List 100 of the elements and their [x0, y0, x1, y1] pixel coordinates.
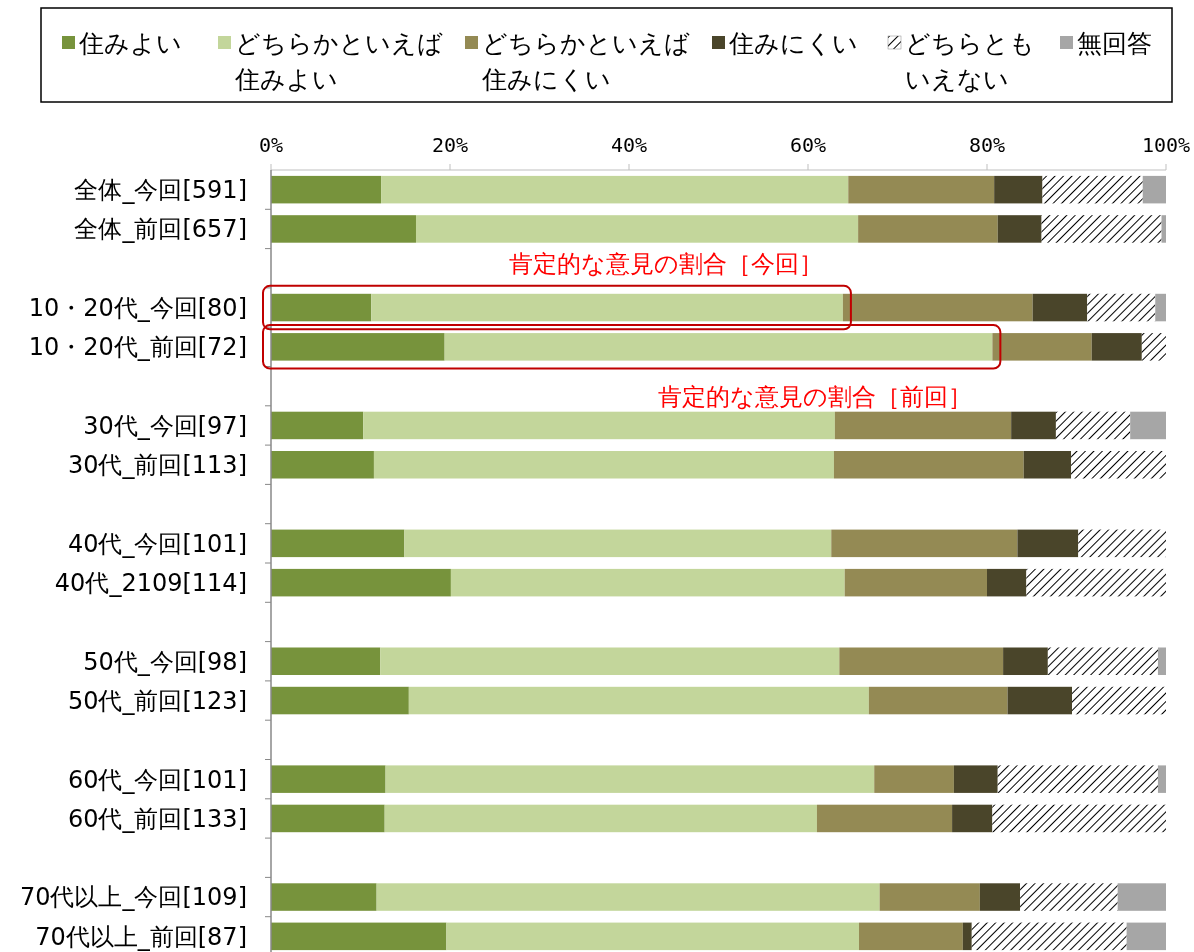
legend-label: どちらともいえない — [905, 29, 1035, 94]
bar — [831, 529, 1018, 558]
bar — [271, 883, 377, 911]
bar — [1020, 883, 1118, 911]
bar — [446, 922, 860, 951]
y-tick-label: 30代_前回[113] — [67, 451, 247, 480]
bar — [271, 293, 372, 322]
bar — [874, 765, 954, 793]
bar — [271, 215, 416, 243]
x-tick-label: 80% — [968, 133, 1006, 157]
bar — [1087, 293, 1156, 322]
bar — [1142, 175, 1166, 204]
y-tick-label: 全体_今回[591] — [74, 176, 247, 205]
bar — [1071, 451, 1166, 479]
bar — [992, 804, 1166, 833]
y-tick-label: 10・20代_今回[80] — [28, 293, 247, 322]
bar — [271, 686, 409, 715]
bar — [1157, 765, 1166, 793]
bar — [271, 529, 405, 558]
bar — [842, 293, 1033, 322]
bar — [816, 804, 953, 833]
bar — [1157, 647, 1166, 676]
bar — [271, 568, 451, 597]
bar — [1055, 411, 1131, 440]
bar — [271, 451, 374, 479]
y-tick-label: 70代以上_前回[87] — [35, 922, 247, 951]
x-tick-label: 0% — [258, 133, 284, 157]
bar — [833, 451, 1024, 479]
y-tick-label: 全体_前回[657] — [74, 215, 247, 244]
bar — [408, 686, 869, 715]
legend-label: 無回答 — [1077, 29, 1152, 58]
bar — [987, 568, 1027, 597]
bar — [953, 765, 998, 793]
y-tick-label: 50代_今回[98] — [83, 647, 247, 676]
bar — [1041, 215, 1162, 243]
x-tick-label: 60% — [789, 133, 827, 157]
x-tick-label: 40% — [610, 133, 648, 157]
bar — [271, 175, 382, 204]
bar — [373, 451, 834, 479]
bar — [1078, 529, 1166, 558]
bar — [848, 175, 995, 204]
legend-label: どちらかといえば住みにくい — [481, 29, 690, 94]
y-tick-label: 40代_2109[114] — [54, 569, 247, 598]
y-tick-label: 40代_今回[101] — [67, 529, 247, 558]
bar — [1032, 293, 1088, 322]
bar — [1003, 647, 1048, 676]
bar — [952, 804, 993, 833]
y-tick-label: 60代_今回[101] — [67, 765, 247, 794]
bar — [997, 765, 1158, 793]
bar — [994, 175, 1043, 204]
bar — [415, 215, 859, 243]
annotation: 肯定的な意見の割合［前回］ — [658, 382, 973, 411]
y-tick-label: 50代_前回[123] — [67, 686, 247, 715]
bar — [271, 765, 386, 793]
x-tick-label: 20% — [431, 133, 469, 157]
bar — [1155, 293, 1166, 322]
legend-label: 住みよい — [78, 29, 182, 58]
bar — [1130, 411, 1166, 440]
bar — [380, 647, 840, 676]
bar — [1117, 883, 1166, 911]
bar — [271, 922, 447, 951]
bar — [450, 568, 845, 597]
bar — [371, 293, 843, 322]
bar — [979, 883, 1021, 911]
bar — [363, 411, 835, 440]
bar — [1017, 529, 1079, 558]
bar — [859, 922, 963, 951]
bar — [858, 215, 998, 243]
bar — [271, 647, 381, 676]
bar — [404, 529, 832, 558]
bar — [844, 568, 987, 597]
bar — [1042, 175, 1143, 204]
bar — [834, 411, 1012, 440]
y-tick-label: 70代以上_今回[109] — [19, 883, 247, 912]
annotation: 肯定的な意見の割合［今回］ — [508, 249, 823, 278]
bar — [385, 765, 875, 793]
bar — [384, 804, 817, 833]
legend-label: どちらかといえば住みよい — [234, 29, 443, 94]
x-tick-label: 100% — [1141, 133, 1191, 157]
bar — [1011, 411, 1056, 440]
bar — [271, 333, 445, 361]
bar — [868, 686, 1008, 715]
bar — [444, 333, 993, 361]
bar — [1047, 647, 1158, 676]
bar — [1141, 333, 1166, 361]
bar — [839, 647, 1004, 676]
bar — [1161, 215, 1166, 243]
bar — [971, 922, 1127, 951]
bar — [1126, 922, 1166, 951]
bar — [1091, 333, 1142, 361]
bar — [997, 215, 1042, 243]
y-tick-label: 60代_前回[133] — [67, 804, 247, 833]
y-tick-label: 10・20代_前回[72] — [28, 333, 247, 362]
bar — [879, 883, 980, 911]
bar — [992, 333, 1092, 361]
bar — [1072, 686, 1166, 715]
bar — [271, 804, 385, 833]
bar — [962, 922, 972, 951]
y-tick-label: 30代_今回[97] — [83, 411, 247, 440]
bar — [1023, 451, 1072, 479]
